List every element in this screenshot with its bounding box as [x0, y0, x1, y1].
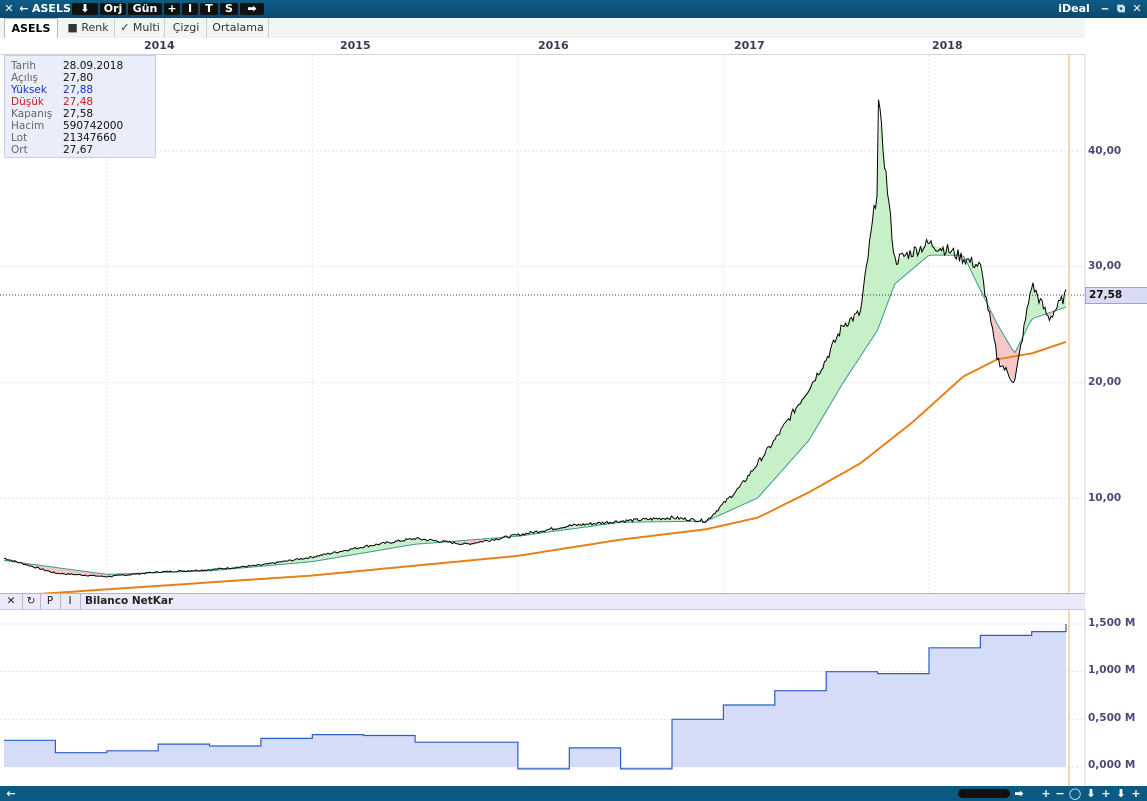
- yuksek-value: 27,88: [63, 84, 94, 96]
- year-label: 2016: [538, 39, 569, 52]
- close-icon[interactable]: ✕: [4, 2, 14, 15]
- time-axis: 2014 2015 2016 2017 2018: [0, 38, 1085, 55]
- s-button[interactable]: S: [220, 3, 238, 15]
- reset-zoom-icon[interactable]: ◯: [1068, 787, 1082, 800]
- down-arrow-icon[interactable]: ⬇: [1116, 787, 1126, 800]
- i-button[interactable]: I: [182, 3, 198, 15]
- title-bar: ✕ ← ASELS ⬇ Orj Gün + I T S ➡ iDeal ‒ ⧉ …: [0, 0, 1147, 18]
- yuksek-label: Yüksek: [11, 84, 47, 96]
- year-label: 2014: [144, 39, 175, 52]
- netkar-line: [4, 624, 1067, 770]
- back-arrow-icon[interactable]: ←: [19, 2, 29, 15]
- tarih-label: Tarih: [11, 60, 36, 72]
- trend-band-down: [19, 255, 1054, 577]
- close-icon[interactable]: ✕: [6, 595, 16, 607]
- price-chart[interactable]: [0, 55, 1147, 593]
- kapanis-label: Kapanış: [11, 108, 53, 120]
- forward-arrow-icon[interactable]: ➡: [240, 3, 264, 15]
- price-axis-label: 30,00: [1088, 260, 1122, 272]
- acilis-value: 27,80: [63, 72, 94, 84]
- lot-label: Lot: [11, 132, 28, 144]
- i-button[interactable]: I: [60, 594, 79, 609]
- zoom-in-icon[interactable]: +: [1041, 787, 1051, 800]
- period-button[interactable]: Gün: [128, 3, 162, 15]
- chart-toolbar: ASELS ■ Renk ✓ Multi Çizgi Ortalama: [0, 18, 1085, 39]
- multi-label: Multi: [132, 21, 160, 34]
- price-line: [3, 99, 1067, 578]
- hacim-value: 590742000: [63, 120, 124, 132]
- renk-label: Renk: [81, 21, 109, 34]
- short-moving-average-line: [3, 254, 1067, 575]
- scrollbar-thumb[interactable]: [958, 789, 1010, 798]
- refresh-icon[interactable]: ↻: [22, 594, 39, 609]
- orj-button[interactable]: Orj: [100, 3, 126, 15]
- netkar-axis-label: 1,500 M: [1088, 617, 1136, 629]
- ort-value: 27,67: [63, 144, 94, 156]
- trend-band-up: [4, 116, 1066, 573]
- netkar-axis-label: 0,000 M: [1088, 759, 1136, 771]
- price-axis-label: 20,00: [1088, 376, 1122, 388]
- p-button[interactable]: P: [40, 594, 59, 609]
- scroll-left-icon[interactable]: ←: [6, 787, 16, 800]
- long-moving-average-line: [38, 340, 1067, 593]
- bottom-toolbar: ← ➡ + − ◯ ⬇ + ⬇ +: [0, 786, 1147, 801]
- tarih-value: 28.09.2018: [63, 60, 124, 72]
- restore-icon[interactable]: ⧉: [1117, 2, 1125, 15]
- last-price-badge: 27,58: [1085, 287, 1147, 304]
- netkar-axis-label: 1,000 M: [1088, 664, 1136, 676]
- lot-value: 21347660: [63, 132, 117, 144]
- renk-toggle[interactable]: ■ Renk: [62, 18, 115, 38]
- app-name: iDeal: [1058, 2, 1090, 15]
- zoom-out-icon[interactable]: −: [1055, 787, 1065, 800]
- minimize-icon[interactable]: ‒: [1101, 2, 1109, 15]
- netkar-area: [4, 624, 1066, 769]
- vertical-zoom-icon[interactable]: ⬇: [1086, 787, 1096, 800]
- multi-toggle[interactable]: ✓ Multi: [116, 18, 165, 38]
- price-axis-label: 40,00: [1088, 145, 1122, 157]
- dusuk-label: Düşük: [11, 96, 44, 108]
- acilis-label: Açılış: [11, 72, 38, 84]
- indicator-panel-header: ✕ ↻ P I Bilanco NetKar: [0, 593, 1085, 610]
- info-panel: Tarih 28.09.2018 Açılış 27,80 Yüksek 27,88 …: [4, 55, 156, 158]
- indicator-title: Bilanco NetKar: [80, 594, 175, 609]
- price-axis-label: 10,00: [1088, 492, 1122, 504]
- kapanis-value: 27,58: [63, 108, 94, 120]
- t-button[interactable]: T: [200, 3, 218, 15]
- check-icon: ✓: [120, 21, 130, 34]
- ort-label: Ort: [11, 144, 28, 156]
- hacim-label: Hacim: [11, 120, 45, 132]
- cizgi-button[interactable]: Çizgi: [166, 18, 207, 38]
- dusuk-value: 27,48: [63, 96, 94, 108]
- plus-button[interactable]: +: [164, 3, 180, 15]
- netkar-axis-label: 0,500 M: [1088, 712, 1136, 724]
- price-grid: [0, 150, 1085, 499]
- year-label: 2018: [932, 39, 963, 52]
- square-icon: ■: [67, 21, 78, 34]
- download-icon[interactable]: ⬇: [72, 3, 98, 15]
- add-panel-icon[interactable]: +: [1131, 787, 1141, 800]
- window-close-icon[interactable]: ✕: [1132, 2, 1142, 15]
- tab-symbol[interactable]: ASELS: [4, 18, 58, 39]
- year-label: 2017: [734, 39, 765, 52]
- year-label: 2015: [340, 39, 371, 52]
- scroll-right-icon[interactable]: ➡: [1014, 787, 1024, 800]
- ortalama-button[interactable]: Ortalama: [208, 18, 269, 38]
- time-grid: [106, 55, 930, 593]
- netkar-chart[interactable]: [0, 609, 1147, 786]
- add-icon[interactable]: +: [1101, 787, 1111, 800]
- symbol-selector[interactable]: ASELS: [32, 2, 71, 15]
